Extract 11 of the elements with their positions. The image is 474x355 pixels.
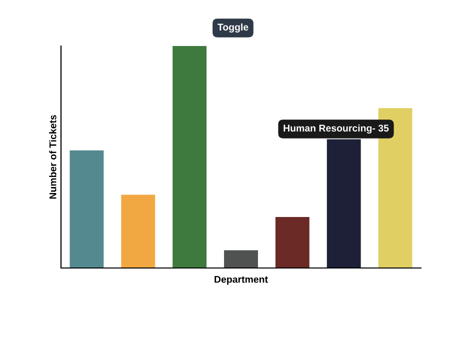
bar bbox=[70, 150, 104, 268]
annotation: Human Resourcing- 35 bbox=[284, 124, 389, 134]
x-axis-title: Department bbox=[214, 276, 268, 285]
y-axis-title: Number of Tickets bbox=[49, 115, 56, 199]
bar bbox=[378, 108, 412, 268]
text: Toggle bbox=[218, 23, 248, 33]
bar bbox=[275, 216, 310, 268]
bar bbox=[121, 194, 156, 268]
bar bbox=[172, 46, 207, 268]
bar bbox=[326, 139, 361, 268]
bar bbox=[224, 250, 258, 268]
